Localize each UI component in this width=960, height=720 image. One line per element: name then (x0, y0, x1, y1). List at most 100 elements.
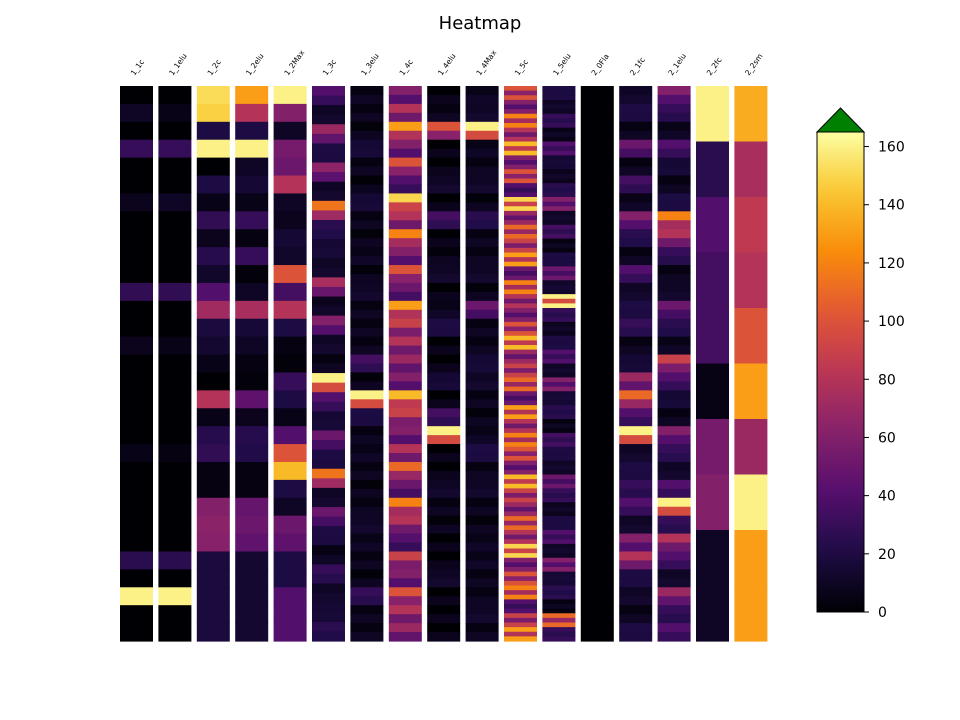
heatmap-cell (580, 265, 614, 284)
heatmap-cell (542, 590, 576, 596)
heatmap-cell (580, 497, 614, 517)
heatmap-cell (542, 173, 576, 180)
heatmap-cell (619, 139, 653, 150)
heatmap-cell (235, 515, 269, 535)
heatmap-cell (542, 303, 576, 309)
heatmap-cell (580, 247, 614, 266)
heatmap-cell (542, 548, 576, 554)
heatmap-cell (542, 321, 576, 328)
heatmap-cell (542, 238, 576, 244)
heatmap-cell (158, 479, 192, 499)
heatmap-cell (427, 515, 461, 526)
heatmap-cell (350, 426, 384, 436)
heatmap-cell (619, 479, 653, 490)
heatmap-cell (158, 623, 192, 642)
colorbar-tick-label: 0 (878, 605, 887, 621)
heatmap-cell (657, 453, 691, 463)
heatmap-cell (504, 571, 537, 577)
heatmap-cell (619, 381, 653, 391)
heatmap-cell (427, 211, 461, 221)
heatmap-cell (542, 340, 576, 346)
heatmap-cell (504, 543, 537, 550)
heatmap-cell (657, 184, 691, 195)
heatmap-cell (465, 86, 499, 96)
heatmap-cell (427, 399, 461, 409)
heatmap-cell (427, 578, 461, 588)
heatmap-cell (350, 166, 384, 177)
heatmap-cell (196, 426, 230, 445)
heatmap-cell (542, 109, 576, 115)
heatmap-cell (542, 280, 576, 286)
heatmap-cell (542, 627, 576, 633)
heatmap-cell (657, 157, 691, 168)
heatmap-cell (504, 409, 537, 415)
heatmap-cell (504, 405, 537, 411)
heatmap-cell (657, 578, 691, 588)
heatmap-cell (542, 271, 576, 277)
heatmap-cell (465, 184, 499, 195)
heatmap-cell (427, 444, 461, 454)
heatmap-cell (427, 282, 461, 293)
heatmap-cell (273, 86, 307, 105)
heatmap-cell (196, 247, 230, 266)
heatmap-cell (235, 461, 269, 481)
heatmap-cell (542, 127, 576, 133)
heatmap-column: 1_2c (196, 58, 230, 642)
heatmap-cell (504, 562, 537, 568)
heatmap-cell (235, 247, 269, 266)
heatmap-cell (580, 623, 614, 642)
heatmap-cell (427, 488, 461, 499)
heatmap-cell (273, 444, 307, 463)
heatmap-cell (734, 308, 768, 365)
heatmap-cell (388, 426, 422, 436)
heatmap-cell (465, 139, 499, 150)
heatmap-cell (542, 419, 576, 425)
heatmap-cell (619, 354, 653, 365)
heatmap-cell (350, 444, 384, 454)
heatmap-cell (273, 533, 307, 553)
heatmap-cell (696, 197, 729, 254)
heatmap-cell (504, 187, 537, 193)
heatmap-cell (312, 334, 345, 345)
heatmap-cell (196, 444, 230, 463)
heatmap-cell (465, 220, 499, 230)
heatmap-column: 1_4c (388, 58, 422, 642)
heatmap-cell (504, 585, 537, 591)
heatmap-cell (196, 229, 230, 248)
heatmap-cell (657, 560, 691, 570)
heatmap-cell (427, 220, 461, 230)
heatmap-cell (542, 525, 576, 531)
heatmap-cell (619, 453, 653, 463)
heatmap-cell (350, 372, 384, 382)
heatmap-cell (235, 390, 269, 409)
heatmap-cell (580, 515, 614, 535)
heatmap-cell (312, 229, 345, 240)
heatmap-cell (542, 243, 576, 249)
heatmap-cell (273, 318, 307, 338)
heatmap-cell (542, 562, 576, 568)
heatmap-cell (196, 587, 230, 606)
heatmap-cell (465, 453, 499, 463)
heatmap-cell (734, 197, 768, 254)
heatmap-cell (504, 465, 537, 471)
heatmap-cell (388, 614, 422, 624)
heatmap-cell (350, 551, 384, 562)
colorbar: 0 20 40 60 80 100 120 140 160 (815, 107, 905, 621)
heatmap-cell (427, 265, 461, 275)
heatmap-cell (465, 533, 499, 544)
heatmap-cell (350, 309, 384, 320)
heatmap-cell (657, 605, 691, 615)
heatmap-cell (235, 372, 269, 391)
heatmap-cell (542, 520, 576, 526)
heatmap-cell (388, 435, 422, 445)
heatmap-cell (619, 112, 653, 123)
heatmap-cell (388, 175, 422, 186)
heatmap-cell (542, 391, 576, 397)
heatmap-cell (196, 354, 230, 374)
heatmap-cell (388, 488, 422, 499)
heatmap-cell (427, 112, 461, 123)
heatmap-cell (388, 587, 422, 597)
heatmap-cell (196, 497, 230, 517)
heatmap-cell (350, 470, 384, 481)
heatmap-cell (504, 247, 537, 254)
